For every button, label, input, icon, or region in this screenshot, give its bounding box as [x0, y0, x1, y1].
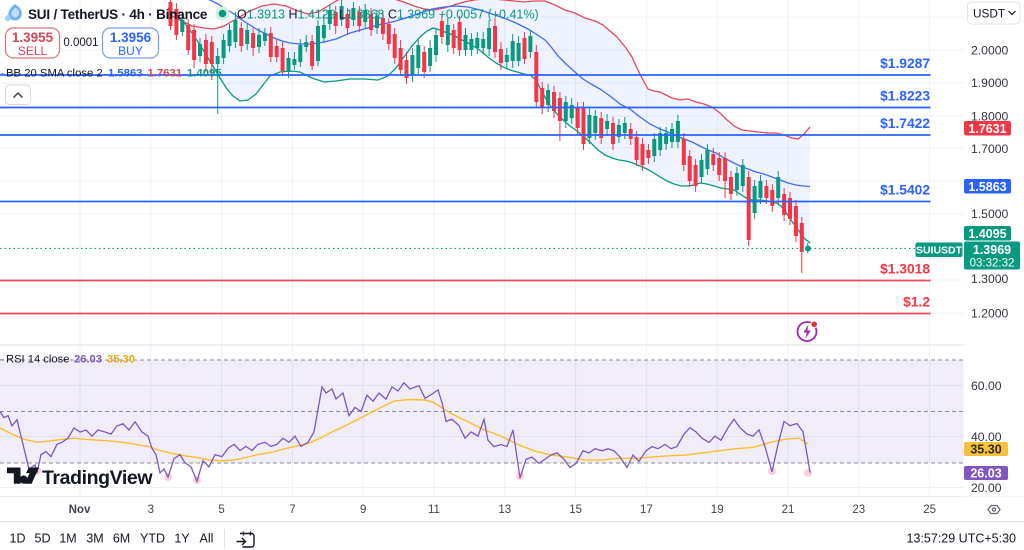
svg-text:1.7631: 1.7631 — [968, 122, 1006, 136]
svg-text:5D: 5D — [35, 532, 51, 546]
svg-text:-: - — [0, 66, 4, 80]
svg-text:0.0001: 0.0001 — [63, 37, 98, 49]
svg-text:1.7000: 1.7000 — [971, 142, 1008, 156]
svg-text:40.00: 40.00 — [971, 430, 1002, 444]
svg-text:1.3000: 1.3000 — [971, 272, 1008, 286]
svg-text:1.3969: 1.3969 — [973, 243, 1011, 257]
svg-text:$1.7422: $1.7422 — [880, 116, 930, 131]
svg-text:BUY: BUY — [118, 44, 143, 58]
svg-text:$1.9287: $1.9287 — [880, 56, 930, 71]
svg-text:BB 20 SMA close 2: BB 20 SMA close 2 — [6, 68, 103, 80]
svg-text:$1.5402: $1.5402 — [880, 183, 930, 198]
svg-text:1.8000: 1.8000 — [971, 110, 1008, 124]
svg-text:1.4095: 1.4095 — [968, 227, 1006, 241]
svg-text:SUI / TetherUS · 4h · Binance: SUI / TetherUS · 4h · Binance — [28, 7, 208, 22]
svg-text:19: 19 — [711, 504, 724, 516]
svg-text:35.30: 35.30 — [107, 354, 135, 366]
svg-text:2.0000: 2.0000 — [971, 44, 1008, 58]
svg-text:1Y: 1Y — [174, 532, 190, 546]
svg-text:1.7631: 1.7631 — [148, 68, 183, 80]
svg-text:1.3956: 1.3956 — [110, 30, 152, 45]
svg-text:Nov: Nov — [69, 504, 91, 516]
svg-text:26.03: 26.03 — [74, 354, 102, 366]
svg-text:1.5863: 1.5863 — [968, 180, 1006, 194]
svg-text:23: 23 — [852, 504, 865, 516]
svg-text:3M: 3M — [86, 532, 103, 546]
svg-text:TradingView: TradingView — [42, 467, 153, 489]
svg-text:5: 5 — [218, 504, 224, 516]
svg-text:$1.8223: $1.8223 — [880, 89, 930, 104]
svg-text:1.5000: 1.5000 — [971, 207, 1008, 221]
svg-text:15: 15 — [569, 504, 582, 516]
svg-text:25: 25 — [923, 504, 936, 516]
svg-text:RSI 14 close: RSI 14 close — [6, 354, 69, 366]
svg-text:1.2000: 1.2000 — [971, 307, 1008, 321]
svg-text:1.3955: 1.3955 — [12, 30, 54, 45]
svg-text:17: 17 — [640, 504, 653, 516]
svg-text:1D: 1D — [10, 532, 26, 546]
svg-text:SELL: SELL — [18, 44, 48, 58]
svg-text:1.5863: 1.5863 — [108, 68, 143, 80]
svg-text:USDT: USDT — [973, 7, 1005, 21]
svg-text:3: 3 — [148, 504, 154, 516]
svg-text:13:57:29 UTC+5:30: 13:57:29 UTC+5:30 — [907, 532, 1016, 546]
svg-text:20.00: 20.00 — [971, 481, 1002, 495]
svg-text:O1.3913 H1.4129 L1.3868 C1.396: O1.3913 H1.4129 L1.3868 C1.3969 +0.0057 … — [237, 8, 539, 22]
svg-text:03:32:32: 03:32:32 — [970, 258, 1015, 270]
svg-text:7: 7 — [289, 504, 295, 516]
svg-text:$1.3018: $1.3018 — [880, 262, 930, 277]
svg-text:YTD: YTD — [140, 532, 165, 546]
svg-text:60.00: 60.00 — [971, 379, 1002, 393]
svg-text:26.03: 26.03 — [970, 467, 1001, 481]
svg-text:13: 13 — [498, 504, 511, 516]
svg-text:21: 21 — [782, 504, 795, 516]
svg-text:SUIUSDT: SUIUSDT — [916, 245, 963, 257]
svg-text:1.9000: 1.9000 — [971, 76, 1008, 90]
svg-text:11: 11 — [428, 504, 440, 516]
svg-text:1M: 1M — [59, 532, 76, 546]
svg-text:$1.2: $1.2 — [903, 295, 930, 310]
svg-text:9: 9 — [360, 504, 366, 516]
svg-text:6M: 6M — [113, 532, 130, 546]
svg-text:All: All — [200, 532, 214, 546]
svg-text:1.4095: 1.4095 — [187, 68, 222, 80]
svg-text:-: - — [0, 352, 4, 366]
svg-text:35.30: 35.30 — [970, 443, 1001, 457]
